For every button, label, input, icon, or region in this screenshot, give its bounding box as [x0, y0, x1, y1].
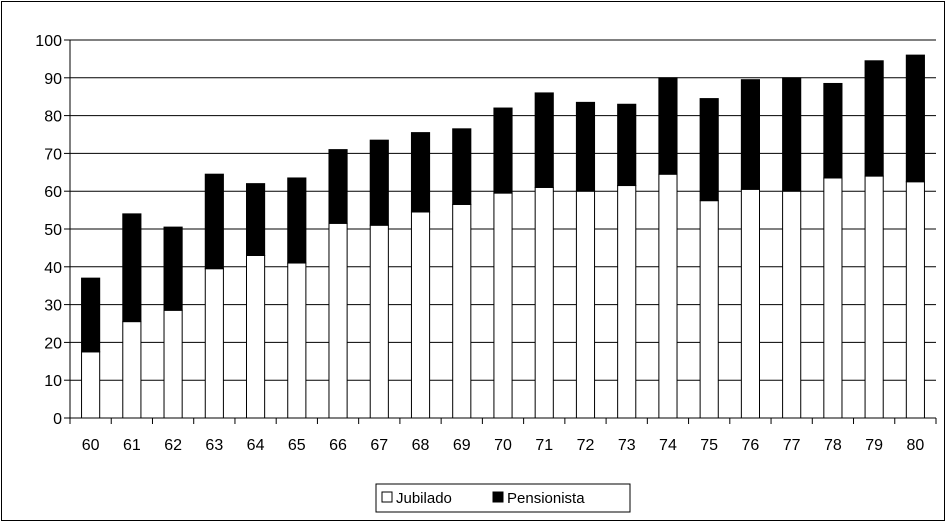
y-tick-label: 50: [44, 222, 62, 239]
legend-swatch-pensionista: [492, 491, 504, 503]
bars: [81, 54, 925, 419]
y-tick-label: 90: [44, 71, 62, 88]
x-tick-label: 64: [247, 437, 265, 454]
x-tick-label: 63: [205, 437, 223, 454]
x-tick-label: 60: [82, 437, 100, 454]
bar-pensionista-73: [617, 103, 637, 187]
x-tick-label: 69: [453, 437, 471, 454]
bar-pensionista-62: [163, 226, 183, 311]
x-tick-label: 78: [824, 437, 842, 454]
bar-jubilado-80: [905, 181, 925, 419]
legend: Jubilado Pensionista: [375, 483, 631, 513]
x-tick-label: 65: [288, 437, 306, 454]
x-tick-label: 80: [906, 437, 924, 454]
x-tick-label: 77: [783, 437, 801, 454]
bar-pensionista-76: [740, 79, 761, 190]
bar-pensionista-75: [699, 98, 719, 202]
bar-pensionista-78: [823, 82, 843, 179]
x-tick-label: 67: [370, 437, 388, 454]
legend-label-jubilado: Jubilado: [396, 490, 452, 507]
x-tick-label: 71: [535, 437, 553, 454]
bar-pensionista-80: [905, 54, 925, 183]
bar-pensionista-74: [658, 77, 678, 175]
y-tick-label: 0: [53, 411, 62, 428]
bar-jubilado-68: [410, 211, 431, 419]
bar-jubilado-73: [617, 185, 637, 419]
bar-pensionista-60: [81, 277, 101, 353]
bar-pensionista-64: [245, 183, 266, 256]
x-tick-label: 79: [865, 437, 883, 454]
bar-jubilado-65: [287, 262, 307, 419]
bar-jubilado-75: [699, 200, 719, 419]
y-tick-label: 70: [44, 146, 62, 163]
x-tick-label: 66: [329, 437, 347, 454]
x-tick-label: 74: [659, 437, 677, 454]
bar-jubilado-64: [245, 254, 266, 419]
bar-pensionista-69: [452, 128, 472, 205]
bar-jubilado-61: [122, 321, 142, 419]
bar-jubilado-63: [204, 268, 224, 419]
bar-jubilado-69: [452, 203, 472, 419]
x-tick-label: 76: [742, 437, 760, 454]
bar-jubilado-79: [864, 175, 884, 419]
y-tick-label: 100: [35, 33, 62, 50]
legend-label-pensionista: Pensionista: [507, 490, 585, 507]
y-tick-label: 60: [44, 184, 62, 201]
bar-pensionista-70: [493, 107, 513, 194]
bar-pensionista-63: [204, 173, 224, 270]
bar-jubilado-67: [369, 224, 389, 419]
x-tick-label: 72: [577, 437, 595, 454]
bar-pensionista-72: [575, 101, 596, 192]
x-tick-labels: 60 61 62 63 64 65 66 67 68 69 70 71 72 73 74 75 76 77 78 79…: [82, 437, 925, 454]
bar-pensionista-71: [534, 92, 554, 188]
x-tick-label: 75: [700, 437, 718, 454]
x-tick-label: 70: [494, 437, 512, 454]
y-tick-labels: 0 10 20 30 40 50 60 70 80 90 100: [35, 33, 62, 428]
bar-jubilado-62: [163, 309, 183, 419]
y-tick-label: 30: [44, 298, 62, 315]
bar-jubilado-72: [575, 190, 596, 419]
bar-pensionista-79: [864, 60, 884, 177]
y-tick-label: 80: [44, 109, 62, 126]
x-tick-label: 61: [123, 437, 141, 454]
y-tick-label: 40: [44, 260, 62, 277]
bar-pensionista-61: [122, 213, 142, 323]
bar-pensionista-68: [410, 132, 431, 213]
x-tick-label: 68: [412, 437, 430, 454]
x-tick-label: 62: [164, 437, 182, 454]
bar-jubilado-66: [328, 222, 348, 419]
bar-jubilado-71: [534, 186, 554, 419]
bar-jubilado-70: [493, 192, 513, 419]
bar-jubilado-74: [658, 173, 678, 419]
bar-jubilado-60: [81, 351, 101, 419]
y-tick-label: 20: [44, 335, 62, 352]
bar-pensionista-67: [369, 139, 389, 226]
x-tick-label: 73: [618, 437, 636, 454]
y-tick-label: 10: [44, 373, 62, 390]
legend-swatch-jubilado: [381, 491, 393, 503]
bar-pensionista-66: [328, 149, 348, 224]
bar-jubilado-77: [782, 190, 802, 419]
bar-jubilado-78: [823, 177, 843, 419]
bar-pensionista-65: [287, 177, 307, 264]
axes: [69, 40, 937, 424]
bar-pensionista-77: [782, 77, 802, 192]
bar-jubilado-76: [740, 188, 761, 419]
